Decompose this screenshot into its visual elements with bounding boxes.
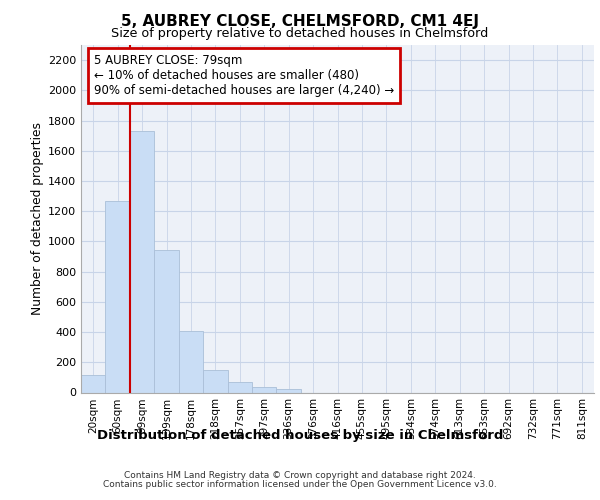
Text: 5, AUBREY CLOSE, CHELMSFORD, CM1 4EJ: 5, AUBREY CLOSE, CHELMSFORD, CM1 4EJ bbox=[121, 14, 479, 29]
Bar bbox=[277, 388, 301, 392]
Bar bbox=[130, 131, 154, 392]
Bar bbox=[179, 330, 203, 392]
Bar bbox=[154, 250, 179, 392]
Bar bbox=[106, 200, 130, 392]
Text: Distribution of detached houses by size in Chelmsford: Distribution of detached houses by size … bbox=[97, 430, 503, 442]
Text: 5 AUBREY CLOSE: 79sqm
← 10% of detached houses are smaller (480)
90% of semi-det: 5 AUBREY CLOSE: 79sqm ← 10% of detached … bbox=[94, 54, 394, 96]
Text: Size of property relative to detached houses in Chelmsford: Size of property relative to detached ho… bbox=[112, 28, 488, 40]
Y-axis label: Number of detached properties: Number of detached properties bbox=[31, 122, 44, 316]
Bar bbox=[252, 387, 277, 392]
Bar bbox=[203, 370, 227, 392]
Text: Contains public sector information licensed under the Open Government Licence v3: Contains public sector information licen… bbox=[103, 480, 497, 489]
Bar bbox=[81, 375, 106, 392]
Text: Contains HM Land Registry data © Crown copyright and database right 2024.: Contains HM Land Registry data © Crown c… bbox=[124, 471, 476, 480]
Bar bbox=[227, 382, 252, 392]
